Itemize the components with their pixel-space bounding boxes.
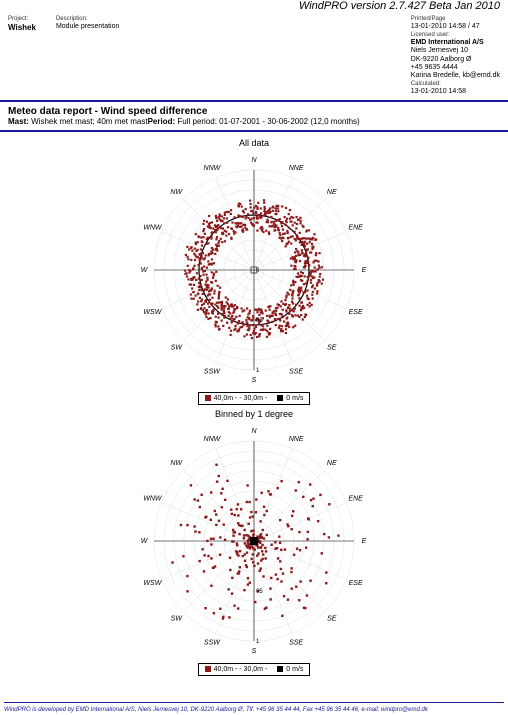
- legend-swatch-2b: [277, 666, 283, 672]
- svg-text:SE: SE: [327, 345, 337, 352]
- period-value: Full period: 01-07-2001 - 30-06-2002 (12…: [175, 117, 360, 126]
- svg-text:SE: SE: [327, 616, 337, 623]
- svg-text:WNW: WNW: [143, 496, 163, 503]
- description-label: Description:: [56, 16, 119, 23]
- polar-chart-binned: NNNENEENEEESESESSESSSWSWWSWWWNWNWNNW0051: [134, 421, 374, 661]
- legend-swatch-2: [277, 395, 283, 401]
- legend-label-1: 40,0m - - 30,0m -: [214, 395, 268, 402]
- svg-text:W: W: [141, 267, 149, 274]
- svg-text:N: N: [251, 428, 257, 435]
- chart2-legend: 40,0m - - 30,0m - 0 m/s: [198, 663, 311, 676]
- report-subtitle: Mast: Wishek met mast; 40m met mastPerio…: [8, 117, 500, 126]
- svg-text:WSW: WSW: [143, 309, 162, 316]
- legend-swatch-1: [205, 395, 211, 401]
- project-label: Project:: [8, 16, 36, 23]
- description-value: Module presentation: [56, 23, 119, 31]
- chart-all-data: All data N NNE NE ENE E ESE SE SSE S SSW SW WSW W WNW…: [134, 138, 374, 405]
- svg-text:05: 05: [256, 589, 263, 595]
- svg-text:NNE: NNE: [289, 437, 304, 444]
- svg-text:N: N: [251, 157, 257, 164]
- svg-text:ESE: ESE: [349, 309, 363, 316]
- legend-item-2b: 0 m/s: [277, 666, 303, 673]
- mast-value: Wishek met mast; 40m met mast: [29, 117, 148, 126]
- svg-text:NE: NE: [327, 460, 337, 467]
- project-value: Wishek: [8, 23, 36, 33]
- legend-swatch-1b: [205, 666, 211, 672]
- svg-text:WSW: WSW: [143, 580, 162, 587]
- calc-value: 13-01-2010 14:58: [411, 88, 500, 96]
- addr2: DK-9220 Aalborg Ø: [411, 56, 500, 64]
- svg-text:NNE: NNE: [289, 166, 304, 173]
- report-page: { "version_line":"WindPRO version 2.7.42…: [0, 0, 508, 715]
- svg-text:0: 0: [256, 268, 260, 274]
- svg-text:ESE: ESE: [349, 580, 363, 587]
- legend-item-1: 40,0m - - 30,0m -: [205, 395, 268, 402]
- chart-binned: Binned by 1 degree N NNE NE ENE E ESE SE SSE S SS…: [134, 409, 374, 676]
- divider-top: [0, 100, 508, 102]
- legend-item-2: 0 m/s: [277, 395, 303, 402]
- title-bar: Meteo data report - Wind speed differenc…: [0, 104, 508, 128]
- divider-mid: [0, 130, 508, 132]
- svg-text:SW: SW: [171, 345, 184, 352]
- chart1-title: All data: [239, 138, 269, 148]
- company: EMD International A/S: [411, 39, 500, 47]
- phone: +45 9635 4444: [411, 64, 500, 72]
- polar-chart-all-data: N NNE NE ENE E ESE SE SSE S SSW SW WSW W WNW NW NNW 0 05 1: [134, 150, 374, 390]
- svg-text:S: S: [252, 648, 257, 655]
- legend-item-1b: 40,0m - - 30,0m -: [205, 666, 268, 673]
- mast-label: Mast:: [8, 117, 29, 126]
- svg-text:NW: NW: [170, 460, 183, 467]
- svg-text:NW: NW: [170, 189, 183, 196]
- divider-bottom: [4, 702, 504, 703]
- svg-text:05: 05: [256, 318, 263, 324]
- legend-label-2: 0 m/s: [286, 395, 303, 402]
- svg-text:NNW: NNW: [204, 437, 222, 444]
- svg-text:1: 1: [256, 368, 260, 374]
- svg-text:ENE: ENE: [348, 496, 363, 503]
- svg-text:1: 1: [256, 639, 260, 645]
- svg-text:S: S: [252, 377, 257, 384]
- printed-label: Printed/Page: [411, 16, 500, 23]
- calc-label: Calculated:: [411, 81, 500, 88]
- chart1-legend: 40,0m - - 30,0m - 0 m/s: [198, 392, 311, 405]
- svg-text:ENE: ENE: [348, 225, 363, 232]
- svg-text:W: W: [141, 538, 149, 545]
- svg-text:SSW: SSW: [204, 369, 221, 376]
- printed-value: 13-01-2010 14:58 / 47: [411, 23, 500, 31]
- svg-text:NE: NE: [327, 189, 337, 196]
- legend-label-2b: 0 m/s: [286, 666, 303, 673]
- svg-text:NNW: NNW: [204, 166, 222, 173]
- licensed-label: Licensed user:: [411, 32, 500, 39]
- svg-text:SSE: SSE: [289, 369, 303, 376]
- report-title: Meteo data report - Wind speed differenc…: [8, 106, 500, 117]
- svg-text:E: E: [362, 267, 367, 274]
- svg-text:E: E: [362, 538, 367, 545]
- charts-area: All data NNNENEENEEESESESSESSSWSWWSWWWNW…: [0, 134, 508, 676]
- chart2-title: Binned by 1 degree: [215, 409, 293, 419]
- svg-text:SW: SW: [171, 616, 184, 623]
- svg-text:SSW: SSW: [204, 640, 221, 647]
- version-line: WindPRO version 2.7.427 Beta Jan 2010: [0, 0, 508, 12]
- header: Project: Wishek Description: Module pres…: [0, 12, 508, 98]
- addr1: Niels Jernesvej 10: [411, 47, 500, 55]
- period-label: Period:: [148, 117, 176, 126]
- contact: Karina Bredelle, kb@emd.dk: [411, 72, 500, 80]
- header-right: Printed/Page 13-01-2010 14:58 / 47 Licen…: [411, 16, 500, 96]
- svg-text:WNW: WNW: [143, 225, 163, 232]
- svg-text:SSE: SSE: [289, 640, 303, 647]
- legend-label-1b: 40,0m - - 30,0m -: [214, 666, 268, 673]
- footer-text: WindPRO is developed by EMD Internationa…: [4, 707, 504, 713]
